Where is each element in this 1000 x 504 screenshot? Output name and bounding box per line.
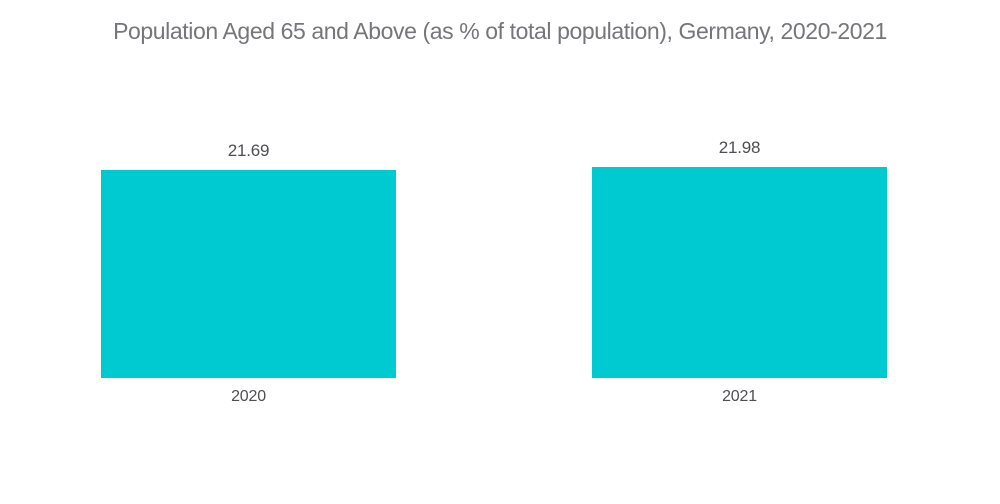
chart-title: Population Aged 65 and Above (as % of to…: [113, 18, 887, 44]
bar-group-2021: 21.98 2021: [592, 138, 887, 405]
value-label-2021: 21.98: [718, 138, 761, 157]
bar-group-2020: 21.69 2020: [101, 141, 396, 405]
bar-2021: [592, 167, 887, 378]
bar-2020: [101, 170, 396, 378]
category-label-2020: 2020: [231, 388, 266, 405]
value-label-2020: 21.69: [227, 141, 270, 160]
category-label-2021: 2021: [722, 388, 757, 405]
